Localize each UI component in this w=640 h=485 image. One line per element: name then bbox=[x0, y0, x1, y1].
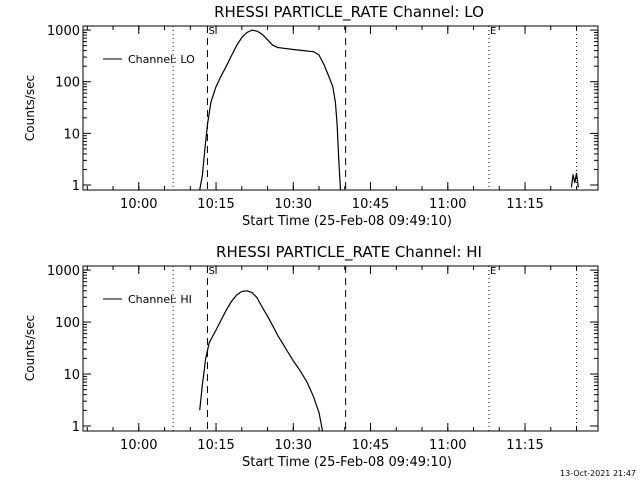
y-tick-label: 100 bbox=[55, 76, 80, 91]
time-marker-label: S bbox=[208, 266, 214, 277]
x-tick-label: 10:00 bbox=[120, 438, 157, 453]
x-tick-label: 11:15 bbox=[506, 438, 543, 453]
x-tick-label: 10:30 bbox=[275, 197, 312, 212]
x-tick-label: 10:45 bbox=[352, 197, 389, 212]
panel-title: RHESSI PARTICLE_RATE Channel: HI bbox=[216, 243, 482, 262]
x-tick-label: 11:00 bbox=[429, 197, 466, 212]
x-axis-label: Start Time (25-Feb-08 09:49:10) bbox=[242, 455, 452, 470]
plot-timestamp: 13-Oct-2021 21:47 bbox=[560, 469, 636, 478]
series-line bbox=[199, 29, 342, 191]
x-tick-label: 10:45 bbox=[352, 438, 389, 453]
series-line bbox=[199, 290, 324, 432]
plot-frame bbox=[82, 25, 599, 191]
x-tick-label: 10:15 bbox=[197, 438, 234, 453]
x-tick-label: 11:00 bbox=[429, 438, 466, 453]
x-tick-label: 10:30 bbox=[275, 438, 312, 453]
plot-frame bbox=[82, 265, 599, 432]
series-line bbox=[570, 172, 579, 188]
hi-channel-panel: RHESSI PARTICLE_RATE Channel: HI Start T… bbox=[23, 243, 599, 470]
time-marker-label: E bbox=[490, 266, 496, 277]
x-tick-label: 10:15 bbox=[197, 197, 234, 212]
legend-label: Channel: HI bbox=[128, 293, 192, 306]
x-tick-label: 11:15 bbox=[506, 197, 543, 212]
y-tick-label: 100 bbox=[55, 316, 80, 331]
panel-title: RHESSI PARTICLE_RATE Channel: LO bbox=[214, 3, 484, 22]
lo-channel-panel: RHESSI PARTICLE_RATE Channel: LO Start T… bbox=[23, 3, 599, 229]
legend-label: Channel: LO bbox=[128, 53, 195, 66]
y-tick-label: 1000 bbox=[47, 24, 80, 39]
y-tick-label: 10 bbox=[63, 127, 80, 142]
time-marker-label: S bbox=[208, 26, 214, 37]
y-axis-label: Counts/sec bbox=[23, 315, 37, 381]
y-tick-label: 10 bbox=[63, 368, 80, 383]
y-tick-label: 1 bbox=[72, 179, 80, 194]
y-tick-label: 1 bbox=[72, 420, 80, 435]
time-marker-label: E bbox=[490, 26, 496, 37]
x-axis-label: Start Time (25-Feb-08 09:49:10) bbox=[242, 214, 452, 229]
x-tick-label: 10:00 bbox=[120, 197, 157, 212]
y-axis-label: Counts/sec bbox=[23, 75, 37, 141]
y-tick-label: 1000 bbox=[47, 264, 80, 279]
